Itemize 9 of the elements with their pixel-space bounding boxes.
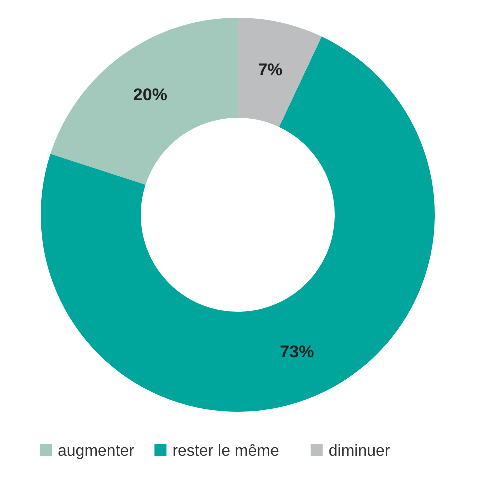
data-label: 7% (258, 60, 283, 80)
legend-label: diminuer (328, 443, 391, 460)
donut-slice (238, 18, 322, 128)
data-label: 73% (280, 342, 314, 362)
data-label: 20% (133, 85, 168, 104)
legend-label: rester le même (172, 443, 280, 460)
donut-slice (50, 18, 238, 186)
legend-label: augmenter (58, 443, 136, 460)
donut-slice (41, 36, 435, 412)
